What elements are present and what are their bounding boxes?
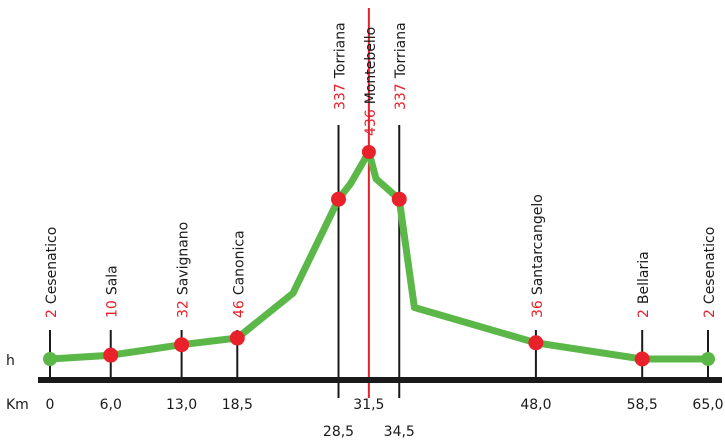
station-name: Montebello	[363, 27, 379, 104]
km-label-1: 6,0	[100, 397, 122, 413]
station-elevation: 2	[702, 309, 718, 318]
station-label-9: 2 Cesenatico	[702, 227, 718, 318]
station-label-5: 436 Montebello	[363, 27, 379, 136]
station-name: Savignano	[176, 222, 192, 295]
station-name: Torriana	[333, 22, 349, 79]
km-label-9: 65,0	[692, 397, 723, 413]
station-label-7: 36 Santarcangelo	[530, 194, 546, 318]
station-elevation: 337	[333, 83, 349, 110]
station-name: Torriana	[393, 22, 409, 79]
station-label-0: 2 Cesenatico	[44, 227, 60, 318]
station-marker-6	[391, 191, 407, 207]
station-name: Sala	[105, 265, 121, 295]
station-name: Cesenatico	[44, 227, 60, 304]
station-marker-3	[229, 330, 245, 346]
km-label-4: 28,5	[323, 424, 354, 440]
km-label-3: 18,5	[222, 397, 253, 413]
elevation-profile-line	[46, 148, 712, 363]
station-name: Santarcangelo	[530, 194, 546, 295]
station-elevation: 46	[231, 300, 247, 318]
station-elevation: 2	[44, 309, 60, 318]
km-label-5: 31,5	[353, 397, 384, 413]
station-elevation: 2	[636, 309, 652, 318]
station-marker-1	[103, 347, 119, 363]
station-elevation: 36	[530, 300, 546, 318]
km-label-2: 13,0	[166, 397, 197, 413]
station-markers	[43, 145, 715, 367]
station-label-3: 46 Canonica	[231, 230, 247, 318]
km-label-8: 58,5	[627, 397, 658, 413]
station-elevation: 436	[363, 109, 379, 136]
station-marker-8	[634, 351, 650, 367]
x-axis-label: Km	[6, 397, 29, 413]
station-marker-4	[331, 191, 347, 207]
station-label-2: 32 Savignano	[176, 222, 192, 318]
km-label-0: 0	[46, 397, 55, 413]
station-marker-0	[43, 352, 57, 366]
km-label-6: 34,5	[384, 424, 415, 440]
station-label-4: 337 Torriana	[333, 22, 349, 110]
station-name: Canonica	[231, 230, 247, 295]
station-elevation: 337	[393, 83, 409, 110]
station-ticks	[49, 8, 709, 398]
station-labels: 2 Cesenatico 10 Sala 32 Savignano 46 Canonica 33…	[44, 22, 718, 318]
station-elevation: 10	[105, 300, 121, 318]
station-label-8: 2 Bellaria	[636, 251, 652, 318]
station-elevation: 32	[176, 300, 192, 318]
station-marker-9	[701, 352, 715, 366]
station-marker-2	[174, 337, 190, 353]
station-marker-5	[361, 145, 376, 159]
station-marker-7	[528, 335, 544, 351]
station-name: Bellaria	[636, 251, 652, 304]
km-tick-labels: 0 6,0 13,0 18,5 28,5 31,534,5 48,0 58,5 65,0	[46, 397, 724, 440]
station-label-1: 10 Sala	[105, 265, 121, 318]
y-axis-label: h	[6, 353, 15, 369]
station-name: Cesenatico	[702, 227, 718, 304]
km-label-7: 48,0	[520, 397, 551, 413]
station-label-6: 337 Torriana	[393, 22, 409, 110]
